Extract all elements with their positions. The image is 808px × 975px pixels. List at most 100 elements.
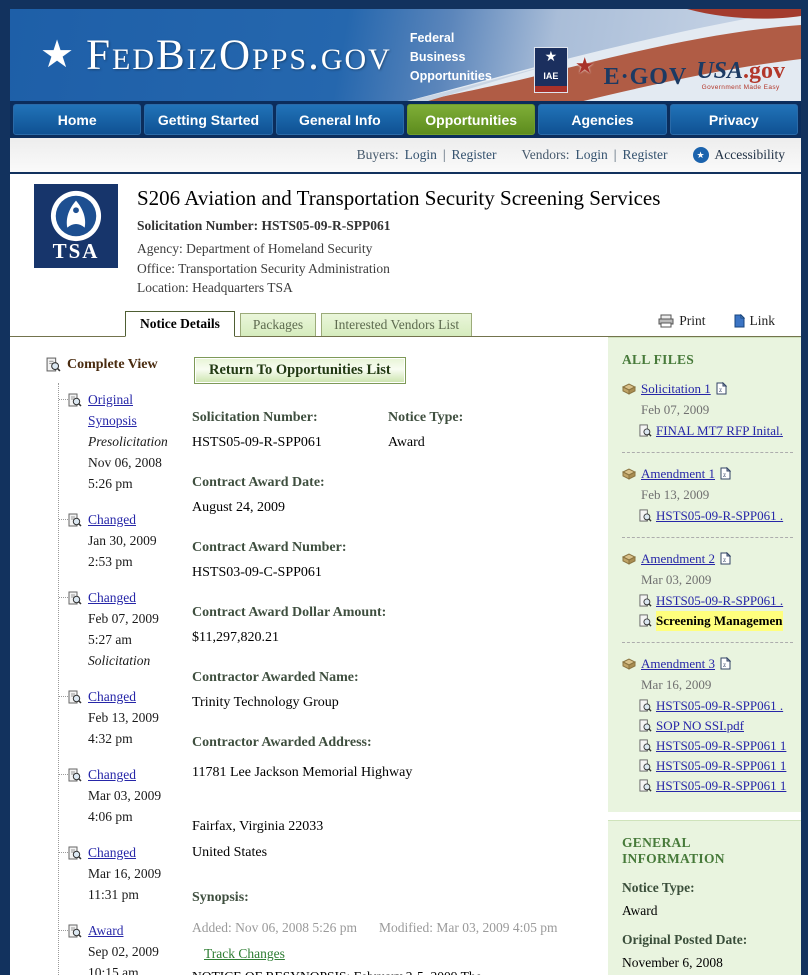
file-link-row: HSTS05-09-R-SPP061 . [639, 591, 793, 611]
usagov-logo[interactable]: USA.gov Government Made Easy [696, 59, 785, 92]
file-link[interactable]: SOP NO SSI.pdf [656, 717, 745, 733]
file-link-row: FINAL MT7 RFP Inital. [639, 421, 793, 441]
vendors-login-group: Vendors: Login | Register [522, 147, 668, 163]
notice-titles: S206 Aviation and Transportation Securit… [137, 184, 660, 298]
iae-logo[interactable]: ★ IAE [533, 47, 568, 93]
file-group-link[interactable]: Amendment 2 [641, 550, 716, 566]
address-line-2: Fairfax, Virginia 22033 [192, 818, 324, 834]
history-link[interactable]: Award [88, 922, 124, 938]
history-time: 5:27 am [88, 631, 132, 647]
nav-agencies[interactable]: Agencies [538, 104, 667, 135]
site-logo[interactable]: ★ FedBizOpps.gov Federal Business Opport… [40, 25, 492, 85]
complete-view-header[interactable]: Complete View [46, 357, 180, 373]
tab-actions: Print Link [658, 313, 801, 336]
gi-label: Original Posted Date: [622, 931, 748, 947]
history-time: 4:06 pm [88, 808, 133, 824]
gi-notice-type: Notice Type: Award [622, 880, 793, 919]
file-link-highlighted[interactable]: Screening Managemen [656, 610, 783, 631]
site-banner: ★ FedBizOpps.gov Federal Business Opport… [10, 9, 801, 101]
synopsis-meta: Added: Nov 06, 2008 5:26 pm Modified: Mar… [192, 915, 582, 967]
history-item-changed-2: Changed Feb 07, 2009 5:27 am Solicitatio… [59, 587, 180, 671]
history-link[interactable]: Original Synopsis [88, 391, 137, 428]
field-value: August 24, 2009 [192, 499, 285, 515]
file-link[interactable]: HSTS05-09-R-SPP061 . [656, 507, 784, 523]
office-line: Office: Transportation Security Administ… [137, 260, 390, 276]
history-time: 10:15 am [88, 964, 139, 975]
tagline-line: Business [409, 49, 466, 64]
history-item-changed-4: Changed Mar 03, 2009 4:06 pm [59, 764, 180, 827]
egov-logo[interactable]: E·GOV [603, 64, 688, 90]
field-value: HSTS03-09-C-SPP061 [192, 564, 322, 580]
track-changes-link[interactable]: Track Changes [204, 945, 285, 961]
gi-original-posted-date: Original Posted Date: November 6, 2008 [622, 932, 793, 971]
login-bar: Buyers: Login | Register Vendors: Login … [10, 138, 801, 174]
zip-doc-icon[interactable]: z [720, 657, 732, 670]
file-link[interactable]: HSTS05-09-R-SPP061 1 [656, 737, 787, 753]
document-magnifier-icon [639, 739, 652, 752]
usagov-usa: USA [696, 57, 743, 84]
document-magnifier-icon [639, 779, 652, 792]
address-line-3: United States [192, 844, 268, 860]
file-group-header: Amendment 2 z [622, 551, 793, 567]
divider: | [442, 147, 446, 162]
field-label: Synopsis: [192, 889, 249, 905]
history-link[interactable]: Changed [88, 844, 136, 860]
file-group-link[interactable]: Solicitation 1 [641, 380, 711, 396]
tab-interested-vendors[interactable]: Interested Vendors List [321, 312, 473, 336]
zip-doc-icon[interactable]: z [720, 467, 732, 480]
zip-doc-icon[interactable]: z [716, 382, 727, 395]
accessibility-group[interactable]: ★ Accessibility [692, 147, 785, 163]
nav-general-info[interactable]: General Info [275, 104, 404, 135]
history-item-original-synopsis: Original Synopsis Presolicitation Nov 06… [59, 389, 180, 494]
history-time: 5:26 pm [88, 475, 133, 491]
tab-packages[interactable]: Packages [239, 312, 317, 336]
file-link[interactable]: HSTS05-09-R-SPP061 1 [656, 777, 787, 793]
group-separator [622, 641, 793, 643]
file-link[interactable]: HSTS05-09-R-SPP061 1 [656, 757, 787, 773]
link-button[interactable]: Link [734, 313, 775, 329]
print-button[interactable]: Print [658, 313, 706, 329]
history-link[interactable]: Changed [88, 511, 136, 527]
file-group-link[interactable]: Amendment 1 [641, 465, 716, 481]
file-link-row-highlighted: Screening Managemen [639, 610, 793, 631]
logo-text: FedBizOpps.gov [86, 31, 392, 79]
history-link[interactable]: Changed [88, 766, 136, 782]
gi-value: Award [622, 902, 658, 918]
field-label: Contract Award Number: [192, 539, 347, 555]
buyers-login-link[interactable]: Login [404, 147, 437, 162]
return-to-opportunities-button[interactable]: Return To Opportunities List [194, 356, 406, 384]
egov-star-icon: ★ [574, 53, 595, 78]
nav-getting-started[interactable]: Getting Started [144, 104, 273, 135]
file-link[interactable]: FINAL MT7 RFP Inital. [656, 422, 783, 438]
right-rail: ALL FILES Solicitation 1 z Feb 07, 2009 … [608, 336, 801, 975]
tab-notice-details[interactable]: Notice Details [125, 310, 235, 337]
zip-doc-icon[interactable]: z [720, 552, 732, 565]
accessibility-icon: ★ [692, 147, 709, 163]
vendors-login-link[interactable]: Login [575, 147, 608, 162]
notice-details-main: Return To Opportunities List Solicitatio… [180, 337, 608, 975]
tab-bar: Notice Details Packages Interested Vendo… [10, 305, 801, 337]
buyers-register-link[interactable]: Register [451, 147, 497, 162]
file-link-row: SOP NO SSI.pdf [639, 716, 793, 736]
package-icon [622, 553, 636, 565]
file-group-link[interactable]: Amendment 3 [641, 655, 716, 671]
group-separator [622, 536, 793, 538]
file-group-header: Amendment 1 z [622, 466, 793, 482]
document-magnifier-icon [46, 357, 61, 372]
document-magnifier-icon [639, 424, 652, 437]
file-group-amendment-1: Amendment 1 z Feb 13, 2009 HSTS05-09-R-S… [622, 466, 793, 526]
synopsis-body: NOTICE OF RESYNOPSIS: February 2-5, 2009… [192, 969, 582, 975]
field-value: HSTS05-09-R-SPP061 [192, 434, 322, 450]
vendors-register-link[interactable]: Register [622, 147, 668, 162]
history-time: 11:31 pm [88, 886, 139, 902]
file-link[interactable]: HSTS05-09-R-SPP061 . [656, 697, 784, 713]
nav-home[interactable]: Home [13, 104, 142, 135]
history-item-changed-3: Changed Feb 13, 2009 4:32 pm [59, 686, 180, 749]
location-line: Location: Headquarters TSA [137, 280, 293, 296]
field-notice-type: Notice Type: Award [388, 410, 463, 451]
nav-opportunities[interactable]: Opportunities [406, 104, 536, 135]
file-link[interactable]: HSTS05-09-R-SPP061 . [656, 592, 784, 608]
history-link[interactable]: Changed [88, 589, 136, 605]
nav-privacy[interactable]: Privacy [669, 104, 798, 135]
history-link[interactable]: Changed [88, 688, 136, 704]
